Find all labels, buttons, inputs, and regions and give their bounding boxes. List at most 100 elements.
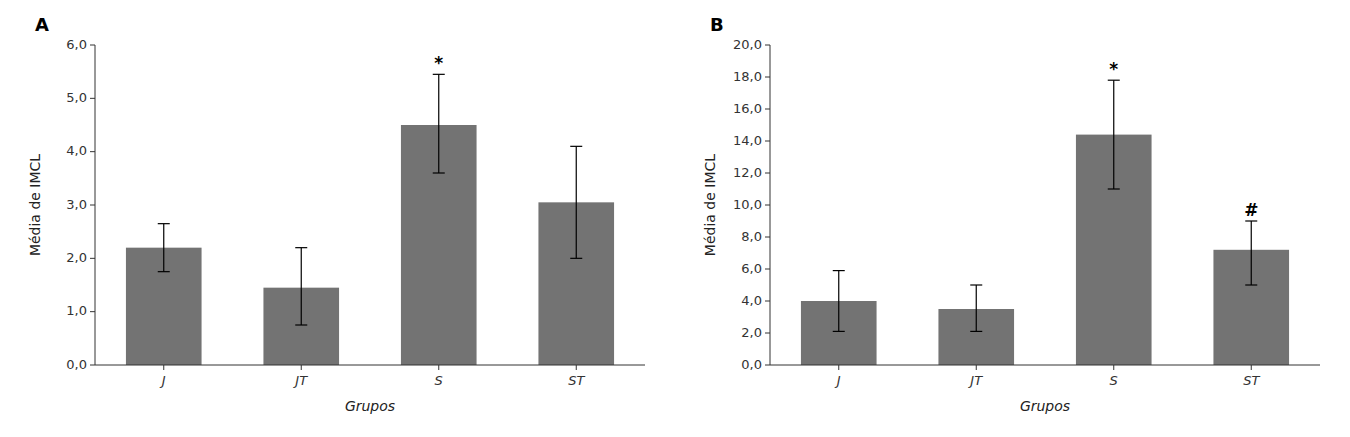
- y-tick: [765, 77, 770, 78]
- y-tick-label: 6,0: [741, 261, 762, 276]
- error-bar: [433, 74, 445, 173]
- y-axis-label: Média de IMCL: [702, 154, 718, 256]
- x-tick: [438, 365, 439, 370]
- error-bar: [570, 146, 582, 258]
- error-line: [438, 74, 439, 173]
- error-cap-low: [1245, 284, 1257, 285]
- panel: * #0,0 2,0 4,0 6,0 8,0 10,0 12,0 14,0 16,0 18,0 20,…: [702, 14, 1320, 414]
- panel-label: A: [35, 14, 49, 35]
- y-tick: [90, 151, 95, 152]
- error-cap-high: [158, 223, 170, 224]
- annotation: *: [434, 53, 443, 73]
- annotation: *: [1109, 59, 1118, 79]
- x-tick-label: S: [1110, 373, 1118, 388]
- y-tick-label: 5,0: [66, 90, 87, 105]
- error-cap-low: [158, 271, 170, 272]
- y-tick: [765, 237, 770, 238]
- x-tick: [301, 365, 302, 370]
- y-tick: [90, 365, 95, 366]
- y-tick-label: 2,0: [66, 250, 87, 265]
- x-axis-line: [95, 365, 645, 366]
- x-tick: [976, 365, 977, 370]
- x-tick: [838, 365, 839, 370]
- y-tick: [765, 333, 770, 334]
- panel: * 0,0 1,0 2,0 3,0 4,0 5,0 6,0 J JT S ST Grupos Média …: [27, 14, 645, 414]
- error-cap-low: [833, 331, 845, 332]
- marks: [126, 74, 614, 365]
- error-bar: [158, 224, 170, 272]
- error-bar: [295, 248, 307, 325]
- y-tick-label: 4,0: [741, 293, 762, 308]
- y-tick-label: 14,0: [733, 133, 762, 148]
- error-cap-high: [1245, 220, 1257, 221]
- y-tick-label: 2,0: [741, 325, 762, 340]
- error-cap-low: [570, 258, 582, 259]
- x-tick-label: J: [159, 373, 166, 388]
- x-axis-label: Grupos: [345, 398, 395, 414]
- y-tick: [765, 205, 770, 206]
- y-tick: [90, 205, 95, 206]
- y-tick-label: 3,0: [66, 197, 87, 212]
- x-tick-label: JT: [967, 373, 983, 388]
- x-tick-label: S: [435, 373, 443, 388]
- error-cap-high: [970, 284, 982, 285]
- y-tick-label: 10,0: [733, 197, 762, 212]
- error-line: [838, 271, 839, 332]
- y-tick-label: 8,0: [741, 229, 762, 244]
- y-tick-label: 18,0: [733, 69, 762, 84]
- y-tick-label: 20,0: [733, 37, 762, 52]
- x-tick: [1251, 365, 1252, 370]
- y-tick: [765, 173, 770, 174]
- error-cap-high: [833, 270, 845, 271]
- error-cap-high: [1108, 80, 1120, 81]
- y-axis-label: Média de IMCL: [27, 154, 43, 256]
- error-cap-high: [295, 247, 307, 248]
- y-tick: [765, 301, 770, 302]
- error-line: [163, 224, 164, 272]
- marks: [801, 80, 1289, 365]
- annotation: #: [1244, 200, 1258, 220]
- error-cap-low: [295, 324, 307, 325]
- x-axis-label: Grupos: [1020, 398, 1070, 414]
- panel-label: B: [710, 14, 724, 35]
- error-line: [301, 248, 302, 325]
- x-tick-label: ST: [568, 373, 585, 388]
- y-tick-label: 4,0: [66, 143, 87, 158]
- error-line: [976, 285, 977, 331]
- error-cap-high: [570, 146, 582, 147]
- y-tick: [765, 365, 770, 366]
- y-tick: [90, 45, 95, 46]
- y-tick-label: 6,0: [66, 37, 87, 52]
- y-tick-label: 0,0: [66, 357, 87, 372]
- figure: * 0,0 1,0 2,0 3,0 4,0 5,0 6,0 J JT S ST Grupos Média …: [0, 0, 1350, 437]
- error-line: [1251, 221, 1252, 285]
- x-tick-label: ST: [1243, 373, 1260, 388]
- x-tick: [163, 365, 164, 370]
- error-bar: [1108, 80, 1120, 189]
- x-tick: [576, 365, 577, 370]
- y-tick-label: 16,0: [733, 101, 762, 116]
- y-tick: [90, 98, 95, 99]
- error-line: [1113, 80, 1114, 189]
- y-tick: [90, 258, 95, 259]
- y-tick: [765, 109, 770, 110]
- y-tick: [765, 141, 770, 142]
- error-bar: [970, 285, 982, 331]
- y-tick-label: 1,0: [66, 303, 87, 318]
- error-cap-high: [433, 74, 445, 75]
- y-tick: [90, 311, 95, 312]
- error-bar: [833, 271, 845, 332]
- error-line: [576, 146, 577, 258]
- x-axis-line: [770, 365, 1320, 366]
- x-tick: [1113, 365, 1114, 370]
- error-cap-low: [1108, 188, 1120, 189]
- error-cap-low: [970, 331, 982, 332]
- error-bar: [1245, 221, 1257, 285]
- y-tick-label: 12,0: [733, 165, 762, 180]
- y-tick: [765, 269, 770, 270]
- x-tick-label: J: [834, 373, 841, 388]
- x-tick-label: JT: [292, 373, 308, 388]
- y-tick: [765, 45, 770, 46]
- error-cap-low: [433, 172, 445, 173]
- y-tick-label: 0,0: [741, 357, 762, 372]
